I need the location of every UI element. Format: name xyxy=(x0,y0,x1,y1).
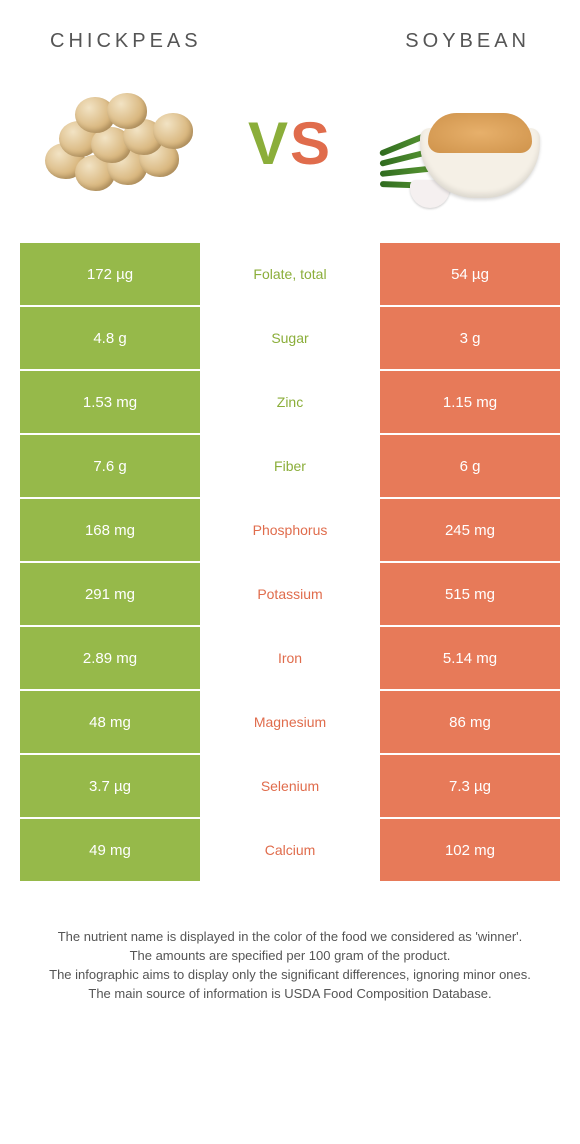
right-food-title: SOYBEAN xyxy=(405,30,530,53)
nutrient-table: 172 µgFolate, total54 µg4.8 gSugar3 g1.5… xyxy=(20,243,560,883)
left-value-cell: 172 µg xyxy=(20,243,200,305)
left-value-cell: 49 mg xyxy=(20,819,200,881)
table-row: 291 mgPotassium515 mg xyxy=(20,563,560,627)
footnote-line: The infographic aims to display only the… xyxy=(30,966,550,985)
table-row: 172 µgFolate, total54 µg xyxy=(20,243,560,307)
left-value-cell: 7.6 g xyxy=(20,435,200,497)
chickpeas-image xyxy=(30,73,200,213)
nutrient-name-cell: Iron xyxy=(200,627,380,689)
right-value-cell: 54 µg xyxy=(380,243,560,305)
vs-row: V S xyxy=(0,63,580,243)
vs-label: V S xyxy=(248,109,332,178)
right-value-cell: 7.3 µg xyxy=(380,755,560,817)
table-row: 2.89 mgIron5.14 mg xyxy=(20,627,560,691)
left-value-cell: 291 mg xyxy=(20,563,200,625)
nutrient-name-cell: Potassium xyxy=(200,563,380,625)
nutrient-name-cell: Sugar xyxy=(200,307,380,369)
right-value-cell: 102 mg xyxy=(380,819,560,881)
footnotes: The nutrient name is displayed in the co… xyxy=(0,883,580,1003)
left-value-cell: 4.8 g xyxy=(20,307,200,369)
left-food-title: CHICKPEAS xyxy=(50,30,202,53)
left-value-cell: 168 mg xyxy=(20,499,200,561)
footnote-line: The amounts are specified per 100 gram o… xyxy=(30,947,550,966)
table-row: 3.7 µgSelenium7.3 µg xyxy=(20,755,560,819)
left-value-cell: 2.89 mg xyxy=(20,627,200,689)
nutrient-name-cell: Folate, total xyxy=(200,243,380,305)
table-row: 4.8 gSugar3 g xyxy=(20,307,560,371)
left-value-cell: 3.7 µg xyxy=(20,755,200,817)
table-row: 1.53 mgZinc1.15 mg xyxy=(20,371,560,435)
left-value-cell: 48 mg xyxy=(20,691,200,753)
table-row: 48 mgMagnesium86 mg xyxy=(20,691,560,755)
header: CHICKPEAS SOYBEAN xyxy=(0,0,580,63)
table-row: 7.6 gFiber6 g xyxy=(20,435,560,499)
right-value-cell: 5.14 mg xyxy=(380,627,560,689)
nutrient-name-cell: Magnesium xyxy=(200,691,380,753)
nutrient-name-cell: Phosphorus xyxy=(200,499,380,561)
nutrient-name-cell: Calcium xyxy=(200,819,380,881)
nutrient-name-cell: Fiber xyxy=(200,435,380,497)
footnote-line: The main source of information is USDA F… xyxy=(30,985,550,1004)
right-value-cell: 245 mg xyxy=(380,499,560,561)
table-row: 49 mgCalcium102 mg xyxy=(20,819,560,883)
right-value-cell: 515 mg xyxy=(380,563,560,625)
left-value-cell: 1.53 mg xyxy=(20,371,200,433)
right-value-cell: 86 mg xyxy=(380,691,560,753)
nutrient-name-cell: Zinc xyxy=(200,371,380,433)
footnote-line: The nutrient name is displayed in the co… xyxy=(30,928,550,947)
soybean-image xyxy=(380,73,550,213)
right-value-cell: 6 g xyxy=(380,435,560,497)
nutrient-name-cell: Selenium xyxy=(200,755,380,817)
table-row: 168 mgPhosphorus245 mg xyxy=(20,499,560,563)
vs-s-letter: S xyxy=(290,109,332,178)
right-value-cell: 1.15 mg xyxy=(380,371,560,433)
vs-v-letter: V xyxy=(248,109,290,178)
right-value-cell: 3 g xyxy=(380,307,560,369)
